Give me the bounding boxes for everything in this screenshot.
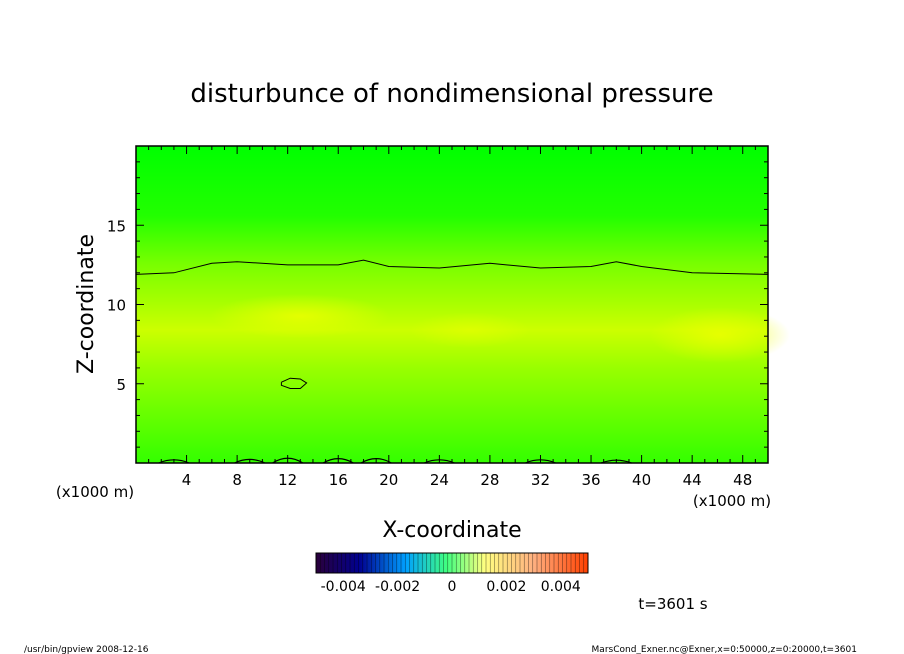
contour-line bbox=[280, 377, 308, 389]
colorbar-tick-label: 0 bbox=[448, 579, 457, 595]
field-max-right bbox=[650, 307, 790, 363]
y-axis-ticks: 5 10 15 bbox=[107, 161, 768, 448]
footer-right: MarsCond_Exner.nc@Exner,x=0:50000,z=0:20… bbox=[592, 645, 857, 654]
x-tick-label: 8 bbox=[232, 471, 242, 489]
x-tick-label: 36 bbox=[581, 471, 600, 489]
colorbar-tick-label: 0.002 bbox=[486, 579, 526, 595]
colorbar-tick-labels: -0.004 -0.002 0 0.002 0.004 bbox=[321, 579, 581, 595]
colorbar-divisions bbox=[319, 553, 585, 573]
y-tick-label: 5 bbox=[116, 376, 126, 394]
x-tick-label: 24 bbox=[430, 471, 449, 489]
colorbar-frame bbox=[315, 552, 589, 574]
x-axis-ticks: 4 8 12 16 20 24 28 32 36 40 44 48 bbox=[148, 146, 756, 489]
x-tick-label: 28 bbox=[480, 471, 499, 489]
footer-left: /usr/bin/gpview 2008-12-16 bbox=[24, 645, 149, 654]
time-label: t=3601 s bbox=[638, 595, 707, 613]
y-tick-label: 15 bbox=[107, 217, 126, 235]
plot-area bbox=[135, 145, 790, 464]
x-tick-label: 16 bbox=[329, 471, 348, 489]
colorbar-tick-label: -0.004 bbox=[321, 579, 366, 595]
y-axis-label: Z-coordinate bbox=[74, 234, 99, 374]
contour-lines bbox=[135, 259, 769, 389]
x-tick-label: 48 bbox=[733, 471, 752, 489]
x-tick-label: 32 bbox=[531, 471, 550, 489]
x-axis-unit-right: (x1000 m) bbox=[693, 492, 771, 510]
x-axis-unit-left: (x1000 m) bbox=[56, 483, 134, 501]
contour-line bbox=[135, 259, 769, 275]
chart-title: disturbunce of nondimensional pressure bbox=[190, 79, 713, 109]
x-tick-label: 4 bbox=[182, 471, 192, 489]
y-tick-label: 10 bbox=[107, 297, 126, 315]
x-tick-label: 44 bbox=[683, 471, 702, 489]
x-tick-label: 20 bbox=[379, 471, 398, 489]
colorbar-tick-label: -0.002 bbox=[375, 579, 420, 595]
x-tick-label: 12 bbox=[278, 471, 297, 489]
field-max-center bbox=[410, 312, 530, 348]
x-axis-label: X-coordinate bbox=[382, 518, 521, 543]
field-max-left bbox=[210, 294, 390, 338]
colorbar-tick-label: 0.004 bbox=[541, 579, 581, 595]
colorbar: -0.004 -0.002 0 0.002 0.004 bbox=[315, 552, 589, 595]
x-tick-label: 40 bbox=[632, 471, 651, 489]
